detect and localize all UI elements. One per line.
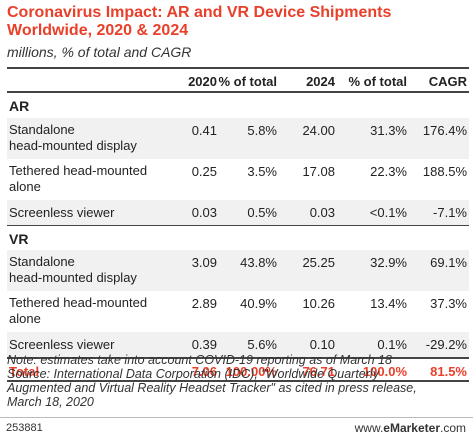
cell-value-2024: 10.26 [302,296,335,311]
footnote-source-3: March 18, 2020 [7,395,94,409]
row-label: Tethered head-mounted alone [9,163,147,195]
footnote: Note: estimates take into account COVID-… [7,353,469,409]
row-label: Screenless viewer [9,205,115,221]
cell-pct-2024: 22.3% [370,164,407,179]
cell-cagr: 37.3% [430,296,467,311]
cell-pct-2024: <0.1% [369,205,407,220]
cell-pct-2020: 3.5% [247,164,277,179]
section-header-vr: VR [7,225,469,250]
total-row: Total 7.06 100.00% 76.71 100.0% 81.5% [7,357,469,382]
total-value-2020: 7.06 [191,364,217,379]
column-header-cagr: CAGR [428,74,467,89]
cell-pct-2020: 5.6% [247,337,277,352]
column-header-pct-2024: % of total [348,74,408,89]
cell-value-2020: 3.09 [191,255,217,270]
section-label: AR [9,98,30,114]
footnote-source-1: Source: International Data Corporation (… [7,367,379,381]
cell-cagr: 176.4% [422,123,467,138]
table-body: AR Standalone head-mounted display 0.41 5.8%… [7,93,469,382]
cell-pct-2024: 32.9% [370,255,407,270]
row-label-line: Standalone [9,122,75,137]
cell-cagr: 188.5% [422,164,467,179]
cell-cagr: -29.2% [425,337,467,352]
cell-value-2020: 0.39 [191,337,217,352]
cell-cagr: 69.1% [430,255,467,270]
total-cagr: 81.5% [430,364,467,379]
cell-cagr: -7.1% [433,205,467,220]
row-label-line: Screenless viewer [9,205,115,220]
brand-suffix: .com [439,421,466,435]
row-label-line: head-mounted display [9,138,137,153]
cell-value-2020: 0.25 [191,164,217,179]
row-label: Screenless viewer [9,337,115,353]
cell-pct-2020: 5.8% [247,123,277,138]
column-header-2024: 2024 [306,74,335,89]
cell-pct-2024: 13.4% [370,296,407,311]
table-row: Screenless viewer 0.39 5.6% 0.10 0.1% -29.2% [7,332,469,357]
row-label-line: Screenless viewer [9,337,115,352]
footnote-note: Note: estimates take into account COVID-… [7,353,392,367]
cell-value-2024: 0.10 [309,337,335,352]
row-label-line: head-mounted display [9,270,137,285]
total-pct-2024: 100.0% [362,364,407,379]
table-row: Standalone head-mounted display 3.09 43.8% 2… [7,250,469,291]
footer: 253881 www.eMarketer.com [0,417,473,437]
brand-logo: www.eMarketer.com [355,418,466,437]
cell-pct-2024: 31.3% [370,123,407,138]
cell-pct-2020: 40.9% [240,296,277,311]
column-header-pct-2020: % of total [218,74,278,89]
total-label: Total [9,364,40,379]
row-label-line: alone [9,311,41,326]
table-row: Tethered head-mounted alone 0.25 3.5% 17.08 2… [7,159,469,200]
cell-value-2024: 25.25 [302,255,335,270]
chart-id: 253881 [6,422,43,434]
table-row: Standalone head-mounted display 0.41 5.8% 24… [7,118,469,159]
cell-value-2020: 0.41 [191,123,217,138]
table-row: Tethered head-mounted alone 2.89 40.9% 10.26… [7,291,469,332]
table-row: Screenless viewer 0.03 0.5% 0.03 <0.1% -7.1% [7,200,469,225]
section-header-ar: AR [7,93,469,118]
brand-prefix: www. [354,421,384,435]
row-label-line: Tethered head-mounted [9,295,148,310]
row-label-line: alone [9,179,41,194]
row-label: Standalone head-mounted display [9,254,137,286]
footnote-source-2: Augmented and Virtual Reality Headset Tr… [7,381,417,395]
cell-value-2024: 24.00 [302,123,335,138]
cell-pct-2024: 0.1% [377,337,407,352]
row-label-line: Standalone [9,254,75,269]
cell-value-2020: 0.03 [191,205,217,220]
cell-pct-2020: 0.5% [247,205,277,220]
section-label: VR [9,231,29,247]
total-pct-2020: 100.00% [225,364,277,379]
table-header-row: 2020 % of total 2024 % of total CAGR [7,67,469,93]
cell-value-2020: 2.89 [191,296,217,311]
row-label: Tethered head-mounted alone [9,295,147,327]
row-label-line: Tethered head-mounted [9,163,148,178]
row-label: Standalone head-mounted display [9,122,137,154]
chart-subtitle: millions, % of total and CAGR [7,44,192,60]
data-table: 2020 % of total 2024 % of total CAGR AR S… [7,67,469,382]
total-value-2024: 76.71 [302,364,335,379]
cell-value-2024: 0.03 [309,205,335,220]
cell-pct-2020: 43.8% [240,255,277,270]
column-header-2020: 2020 [188,74,217,89]
cell-value-2024: 17.08 [302,164,335,179]
brand-name: eMarketer [383,421,440,435]
chart-title: Coronavirus Impact: AR and VR Device Shi… [7,4,392,39]
